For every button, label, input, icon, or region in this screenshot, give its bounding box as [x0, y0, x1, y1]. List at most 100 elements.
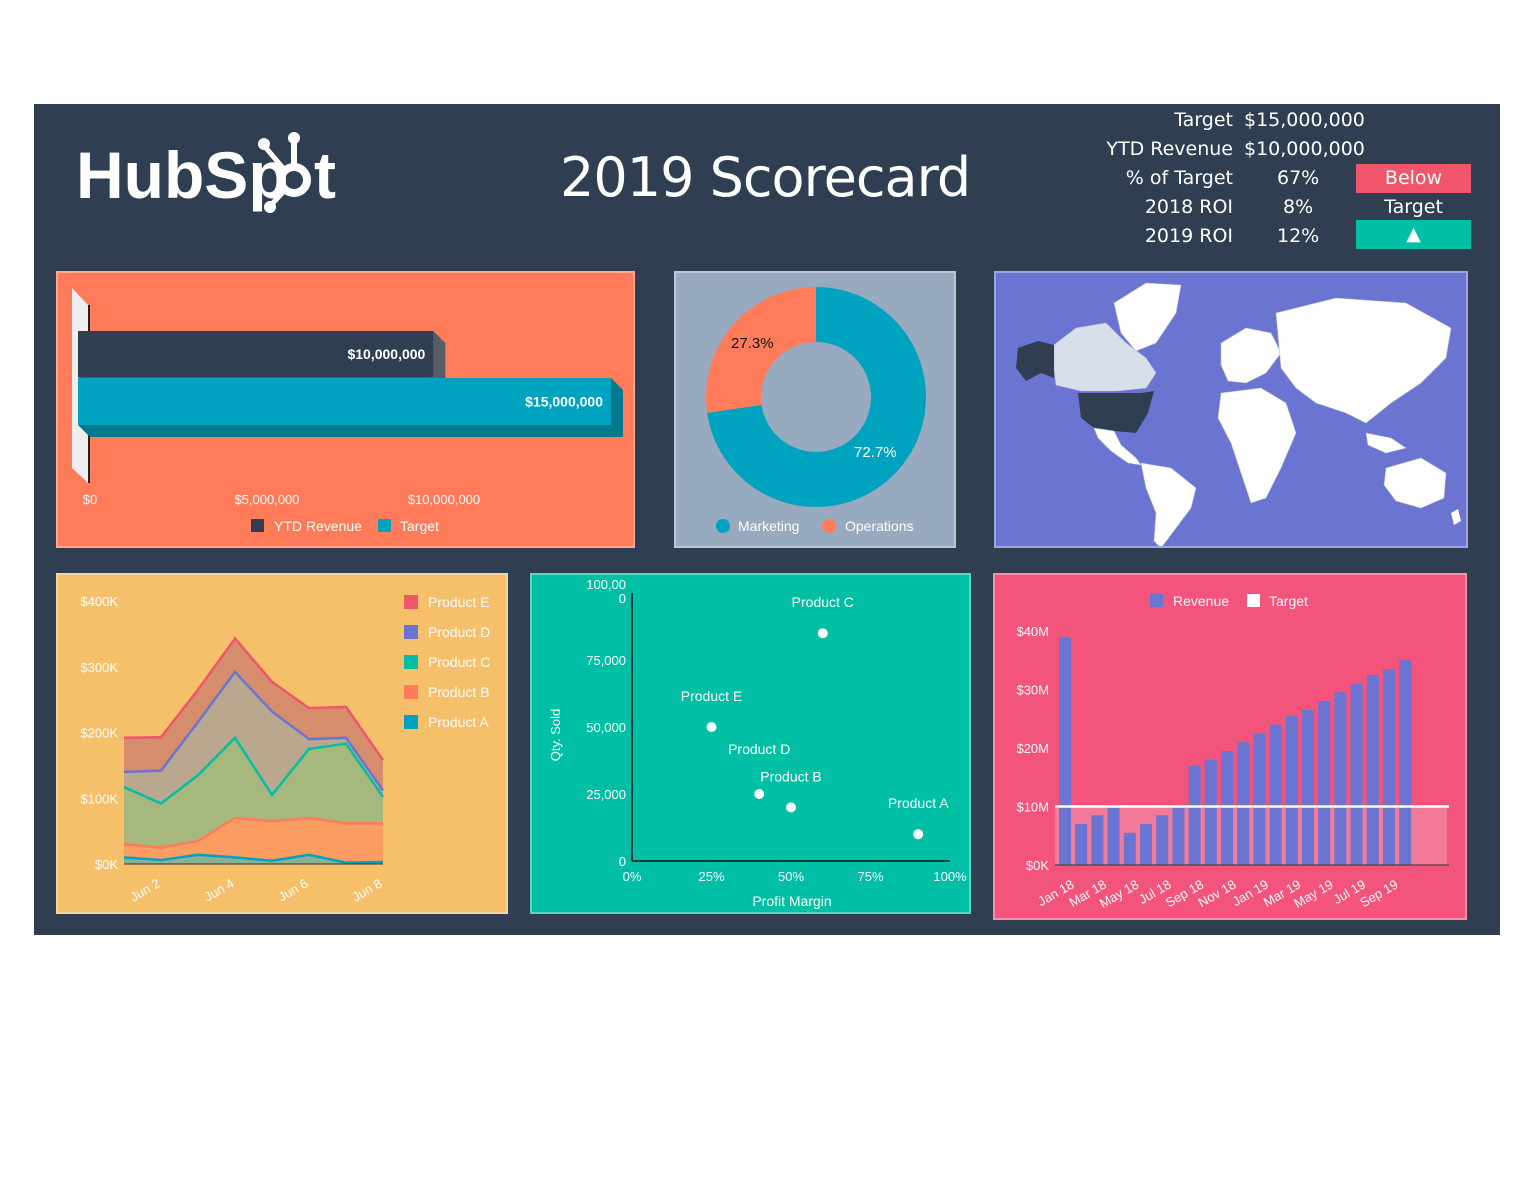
monthly-revenue-panel: $0K $10M $20M $30M $40M Jan 18 Mar 18 May 18 Ju… [993, 573, 1467, 920]
area-line-product-a [123, 853, 384, 864]
x-tick-label: 50% [778, 869, 804, 884]
slice-label-marketing: 72.7% [854, 444, 897, 461]
point-label: Product C [792, 594, 854, 610]
bar-data-label: $10,000,000 [347, 346, 425, 362]
legend-label: Operations [845, 518, 913, 534]
revenue-bar [1075, 824, 1088, 865]
area-band-product-e [124, 638, 383, 791]
y-tick-label: 100,00 [586, 577, 626, 592]
svg-text:t: t [314, 138, 336, 212]
revenue-bar [1318, 701, 1331, 865]
below-target-band [1055, 806, 1447, 865]
y-tick-label: $400K [80, 594, 118, 609]
x-tick-label: 0% [623, 869, 642, 884]
revenue-bar [1107, 806, 1120, 865]
y-axis-label: Qty. Sold [548, 709, 563, 762]
kpi-value: $15,000,000 [1244, 109, 1365, 131]
y-tick-label: $20M [1016, 741, 1049, 756]
legend-label: Product C [428, 654, 490, 670]
revenue-bar [1253, 733, 1266, 865]
kpi-value: $10,000,000 [1244, 138, 1365, 160]
legend-swatch [404, 595, 418, 609]
spend-split-donut-chart: 27.3% 72.7% Marketing Operations [706, 287, 926, 534]
revenue-bar [1091, 815, 1104, 865]
bar-side [433, 331, 446, 389]
kpi-label: 2018 ROI [1144, 196, 1233, 218]
legend-label: Target [400, 518, 439, 534]
y-tick-label: 0 [619, 591, 626, 606]
legend-swatch [404, 685, 418, 699]
point-label: Product A [888, 795, 949, 811]
legend-swatch-operations [822, 519, 836, 533]
donut-slice-marketing [707, 287, 926, 507]
y-tick-label: $30M [1016, 683, 1049, 698]
kpi-value: 12% [1277, 225, 1320, 247]
x-tick-label: Nov 18 [1195, 877, 1238, 911]
area-line-product-c [123, 735, 385, 805]
legend-swatch-target [1247, 594, 1260, 607]
south-america-shape [1140, 462, 1197, 546]
legend-label: Product D [428, 624, 490, 640]
legend-label: Marketing [738, 518, 799, 534]
status-badge: Below Target [1356, 164, 1471, 218]
area-line-product-e [123, 636, 385, 761]
y-tick-label: $0K [1026, 858, 1049, 873]
bar-bottom [78, 425, 623, 437]
revenue-bar [1140, 824, 1152, 865]
revenue-bar [1204, 759, 1217, 865]
spend-split-panel: 27.3% 72.7% Marketing Operations [674, 271, 956, 548]
revenue-bar [1334, 692, 1347, 865]
revenue-bar [1059, 636, 1071, 865]
scatter-point [706, 722, 717, 732]
product-revenue-area-panel: $0K $100K $200K $300K $400K Jun 2 Jun 4 Jun 6 J… [56, 573, 508, 914]
revenue-bar [1269, 724, 1282, 865]
kpi-label: YTD Revenue [1106, 138, 1233, 160]
revenue-bar [1399, 660, 1412, 865]
africa-shape [1217, 387, 1297, 504]
y-tick-label: $10M [1016, 800, 1049, 815]
europe-shape [1220, 327, 1282, 384]
x-tick-label: $0 [83, 492, 97, 507]
product-revenue-area-chart: $0K $100K $200K $300K $400K Jun 2 Jun 4 Jun 6 J… [80, 594, 490, 905]
x-tick-label: Sep 19 [1357, 877, 1400, 911]
point-label: Product B [760, 768, 821, 784]
donut-slice-operations [706, 287, 816, 413]
greenland-shape [1113, 282, 1182, 352]
kpi-label: 2019 ROI [1144, 225, 1233, 247]
y-tick-label: $200K [80, 726, 118, 741]
mexico-shape [1093, 427, 1142, 466]
x-axis-label: Profit Margin [752, 893, 831, 909]
x-tick-label: 100% [933, 869, 967, 884]
x-tick-label: Jun 8 [349, 876, 384, 905]
bar-target [78, 378, 611, 425]
svg-text:HubSp: HubSp [76, 138, 289, 212]
hubspot-logo: HubSp t [76, 132, 336, 213]
legend-label: Product B [428, 684, 489, 700]
x-tick-label: $10,000,000 [408, 492, 480, 507]
area-line-product-d [123, 670, 385, 792]
legend-label: Revenue [1173, 593, 1229, 609]
x-tick-label: Jun 4 [201, 876, 236, 905]
revenue-bar [1188, 765, 1201, 865]
bar-side [611, 378, 623, 437]
revenue-bar [1302, 709, 1314, 865]
scatter-point [754, 789, 765, 799]
slice-label-operations: 27.3% [731, 335, 774, 352]
kpi-label: Target [1174, 109, 1233, 131]
world-map-panel [994, 271, 1468, 548]
scatter-point [817, 628, 828, 639]
indonesia-shape [1365, 432, 1407, 454]
area-band-product-d [124, 672, 383, 804]
scatter-point [913, 829, 924, 840]
australia-shape [1383, 457, 1447, 509]
x-tick-label: $5,000,000 [234, 492, 299, 507]
legend-swatch-revenue [1150, 594, 1163, 607]
legend-label: Product A [428, 714, 489, 730]
x-tick-label: 75% [857, 869, 883, 884]
x-tick-label: 25% [698, 869, 724, 884]
kpi-value: 67% [1277, 167, 1320, 189]
page-title: 2019 Scorecard [560, 146, 971, 209]
revenue-bar [1172, 806, 1185, 865]
